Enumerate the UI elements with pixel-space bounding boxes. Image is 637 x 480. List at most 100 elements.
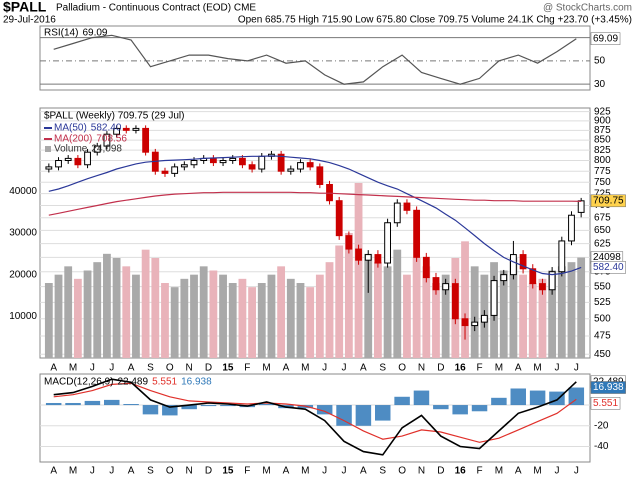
signal-last: 5.551 [593,398,618,409]
rsi-last-box [590,32,621,45]
candle-body [74,157,82,166]
date: 29-Jul-2016 [3,15,56,26]
macd-histogram-bar [529,390,546,406]
candle-body [277,153,285,172]
candle-body [568,214,575,242]
source: @ StockCharts.com [543,3,632,14]
volume-bar [509,258,518,358]
price-panel [39,107,591,359]
legend-name: MA(50) [54,123,87,134]
x-tick-label: M [262,466,270,477]
macd-histogram-bar [84,400,101,406]
candle-body [45,166,53,170]
volume-bar [112,258,121,358]
x-tick-label: F [476,466,482,477]
macd-histogram-bar [181,405,197,410]
candle-body [510,254,517,276]
macd-value: 22.489 [117,377,148,388]
histogram-value: 16.938 [181,377,212,388]
volume-bar [73,278,82,358]
candle-body [326,183,333,202]
volume-bar [103,253,111,358]
y-tick-label: 875 [594,125,611,136]
x-tick-label: O [398,363,406,374]
candle-body [229,157,237,162]
volume-bar [180,278,189,358]
macd-histogram-bar [355,405,372,426]
x-tick-label: M [533,466,541,477]
volume-bar [461,241,469,358]
candle-body [577,200,585,213]
histogram-last-box [590,381,626,394]
x-tick-label: M [262,363,270,374]
candle-body [539,283,546,291]
volume-bar [499,270,508,358]
rsi-tick-label: 50 [594,56,606,67]
signal-value: 5.551 [152,377,177,388]
legend-value: 582.40 [91,123,122,134]
candle-body [190,160,198,166]
candle-body [422,256,430,279]
volume-bar [286,278,295,358]
macd-histogram-bar [336,405,352,426]
candle-body [142,127,150,153]
volume-bar [325,262,334,358]
candle-body [432,277,440,291]
macd-signal-line [53,382,577,443]
x-tick-label: F [244,466,250,477]
volume-bar [315,274,324,358]
volume-bar [132,274,140,358]
y-tick-label: 475 [594,331,611,342]
macd-histogram-bar [65,402,81,406]
candle-body [345,235,353,250]
x-tick-label: M [69,363,77,374]
candle-body [122,127,130,131]
x-tick-label: M [301,466,309,477]
volume-bar [170,287,179,358]
volume-bar [248,287,256,358]
y-tick-label: 450 [594,349,611,360]
volume-bar [528,283,537,358]
x-tick-label: D [205,363,212,374]
volume-bar [141,249,150,358]
rsi-last: 69.09 [593,33,618,44]
volume-bar [364,253,373,358]
legend-name: Volume [54,144,88,155]
candle-body [55,160,62,168]
y-tick-label: 525 [594,297,611,308]
candle-body [529,268,537,285]
x-tick-label: A [50,363,57,374]
volume-bar [190,274,198,358]
x-tick-label: N [186,466,193,477]
candle-body [297,162,304,170]
x-tick-label: N [418,466,425,477]
volume-bar [306,287,315,358]
macd-histogram-bar [142,405,159,415]
x-tick-label: 15 [222,466,234,477]
candle-body [384,222,391,264]
volume-bar [54,274,63,358]
volume-bar [199,266,208,358]
x-tick-label: A [515,466,522,477]
volume-bar [557,266,566,358]
x-tick-label: J [109,363,114,374]
x-tick-label: F [476,363,482,374]
volume-bar [412,258,421,358]
x-tick-label: A [283,363,290,374]
macd-histogram-bar [200,405,217,407]
candle-body [239,157,246,166]
x-tick-label: N [186,363,193,374]
volume-bar [277,266,286,358]
x-tick-label: J [322,363,327,374]
x-tick-label: M [495,363,503,374]
y-tick-label: 650 [594,225,611,236]
macd-tick-label: -20 [594,420,609,431]
x-tick-label: A [515,363,522,374]
x-tick-label: M [69,466,77,477]
ma-line [48,155,582,276]
x-tick-label: N [418,363,425,374]
x-tick-label: J [90,466,95,477]
rsi-panel [39,25,591,91]
legend-value: 24,098 [91,144,122,155]
x-tick-label: J [574,466,579,477]
